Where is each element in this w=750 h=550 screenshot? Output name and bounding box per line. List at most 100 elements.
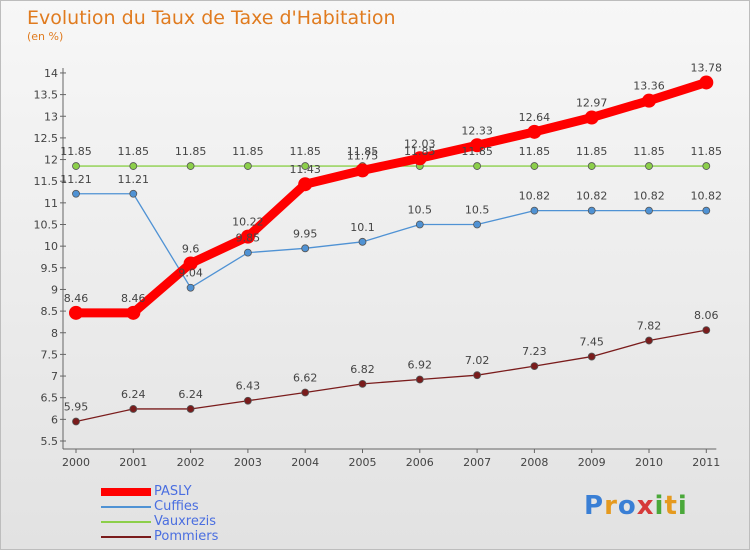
data-point <box>298 177 313 192</box>
y-tick-label: 14 <box>44 67 58 80</box>
data-point <box>358 379 367 388</box>
data-label: 7.45 <box>579 336 604 349</box>
data-point <box>415 220 424 229</box>
data-label: 11.85 <box>175 145 207 158</box>
data-point <box>412 151 427 166</box>
chart-title: Evolution du Taux de Taxe d'Habitation <box>27 7 396 29</box>
data-point <box>183 256 198 271</box>
data-point <box>584 110 599 125</box>
x-tick-label: 2009 <box>578 456 606 469</box>
data-label: 11.85 <box>289 145 321 158</box>
data-label: 9.04 <box>178 267 203 280</box>
data-label: 6.24 <box>121 388 146 401</box>
data-point <box>587 352 596 361</box>
data-label: 11.75 <box>347 149 379 162</box>
data-label: 11.85 <box>404 145 436 158</box>
data-label: 9.6 <box>182 242 200 255</box>
y-tick-label: 10.5 <box>34 219 59 232</box>
data-label: 13.78 <box>691 61 723 74</box>
data-label: 11.43 <box>289 163 321 176</box>
data-label: 11.85 <box>519 145 551 158</box>
series-line-cuffies <box>76 193 707 289</box>
data-point <box>473 371 482 380</box>
data-point <box>126 305 141 320</box>
data-point <box>645 336 653 345</box>
legend-swatch <box>101 506 151 508</box>
data-point <box>702 162 711 170</box>
data-point <box>358 237 367 246</box>
data-point <box>473 162 482 170</box>
data-point <box>243 396 252 405</box>
data-point <box>642 93 656 108</box>
legend-label: Pommiers <box>154 529 219 544</box>
y-tick-label: 11.5 <box>34 175 59 188</box>
legend-label: PASLY <box>154 484 192 499</box>
data-point <box>587 206 596 215</box>
data-point <box>72 189 80 198</box>
y-tick-label: 6 <box>51 413 58 426</box>
data-label: 12.64 <box>519 111 551 124</box>
legend-swatch <box>101 488 151 496</box>
legend-swatch <box>101 521 151 523</box>
x-tick-label: 2004 <box>291 456 319 469</box>
series-line-pommiers <box>75 329 707 423</box>
y-tick-label: 6.5 <box>41 392 59 405</box>
data-label: 7.02 <box>465 354 490 367</box>
data-label: 10.1 <box>350 221 375 234</box>
data-point <box>645 162 653 170</box>
data-label: 13.36 <box>633 80 665 93</box>
y-tick-label: 7.5 <box>41 348 59 361</box>
data-point <box>473 220 482 229</box>
y-tick-label: 10 <box>44 240 58 253</box>
data-label: 8.06 <box>694 309 719 322</box>
data-point <box>530 362 539 370</box>
data-point <box>530 206 539 215</box>
y-tick-label: 9 <box>51 283 58 296</box>
data-point <box>129 405 138 413</box>
y-tick-label: 7 <box>51 370 58 383</box>
data-point <box>645 206 653 215</box>
logo-letter: i <box>677 491 688 521</box>
data-label: 8.46 <box>121 292 146 305</box>
data-point <box>527 124 542 139</box>
data-point <box>702 206 711 215</box>
data-label: 5.95 <box>64 401 89 414</box>
data-label: 11.85 <box>347 145 379 158</box>
x-tick-label: 2000 <box>62 456 90 469</box>
x-tick-label: 2003 <box>234 456 262 469</box>
data-label: 8.46 <box>64 292 89 305</box>
x-tick-label: 2007 <box>463 456 491 469</box>
data-label: 10.82 <box>633 190 665 203</box>
data-label: 7.23 <box>522 345 547 358</box>
data-label: 11.85 <box>232 145 264 158</box>
data-label: 6.92 <box>408 359 433 372</box>
y-tick-label: 12 <box>44 154 58 167</box>
data-label: 7.82 <box>637 320 662 333</box>
data-label: 6.24 <box>178 388 203 401</box>
data-label: 10.5 <box>465 204 490 217</box>
data-point <box>301 388 310 397</box>
data-label: 11.85 <box>60 145 92 158</box>
y-tick-label: 9.5 <box>41 262 59 275</box>
proxiti-logo: Proxiti <box>584 491 688 521</box>
y-tick-label: 5.5 <box>41 435 59 448</box>
data-label: 11.21 <box>60 173 92 186</box>
y-tick-label: 13.5 <box>34 89 59 102</box>
data-point <box>415 375 424 384</box>
data-label: 6.43 <box>236 380 261 393</box>
legend-swatch <box>101 536 151 538</box>
logo-letter: r <box>604 491 618 521</box>
y-tick-label: 12.5 <box>34 132 59 145</box>
legend-label: Cuffies <box>154 499 199 514</box>
data-label: 6.82 <box>350 363 375 376</box>
data-point <box>587 162 596 170</box>
x-tick-label: 2010 <box>635 456 663 469</box>
data-point <box>699 75 714 90</box>
data-label: 10.5 <box>408 204 433 217</box>
data-label: 9.95 <box>293 227 318 240</box>
data-point <box>240 229 255 244</box>
y-tick-label: 8.5 <box>41 305 59 318</box>
x-tick-label: 2005 <box>349 456 377 469</box>
